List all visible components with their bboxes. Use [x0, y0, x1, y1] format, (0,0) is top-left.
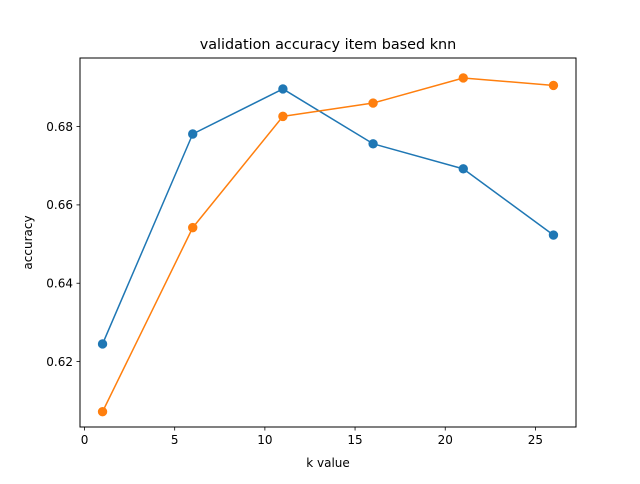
series-1-line	[101, 88, 555, 345]
series-1-point	[458, 164, 468, 174]
ticks-layer: 0 5 10 15 20 25 0.62 0.64 0.66 0.68	[46, 120, 543, 447]
series-1-point	[278, 84, 288, 94]
x-tick-label: 5	[171, 433, 179, 447]
axes-frame	[79, 57, 577, 428]
series-2-point	[97, 407, 108, 417]
series-layer	[97, 73, 559, 417]
series-1-point	[548, 230, 559, 240]
series-2-line	[101, 77, 555, 413]
series-1-point	[188, 129, 198, 139]
x-tick-label: 15	[347, 433, 362, 447]
x-tick-label: 20	[438, 433, 453, 447]
y-axis-label: accuracy	[21, 215, 35, 269]
y-tick-label: 0.64	[46, 277, 73, 291]
chart-title: validation accuracy item based knn	[200, 37, 457, 53]
series-2-point	[548, 80, 559, 91]
series-2-point	[278, 111, 288, 122]
series-2-point	[188, 222, 198, 233]
y-tick-label: 0.62	[46, 355, 73, 369]
series-1-point	[97, 339, 108, 349]
y-tick-label: 0.66	[46, 198, 73, 212]
plot-area	[80, 58, 576, 427]
series-1-point	[368, 139, 378, 149]
x-tick-label: 0	[81, 433, 89, 447]
y-tick-label: 0.68	[46, 120, 73, 134]
x-tick-label: 25	[528, 433, 543, 447]
x-axis-label: k value	[306, 456, 350, 470]
x-tick-label: 10	[257, 433, 272, 447]
series-2-point	[458, 73, 468, 83]
series-2-point	[368, 98, 378, 108]
